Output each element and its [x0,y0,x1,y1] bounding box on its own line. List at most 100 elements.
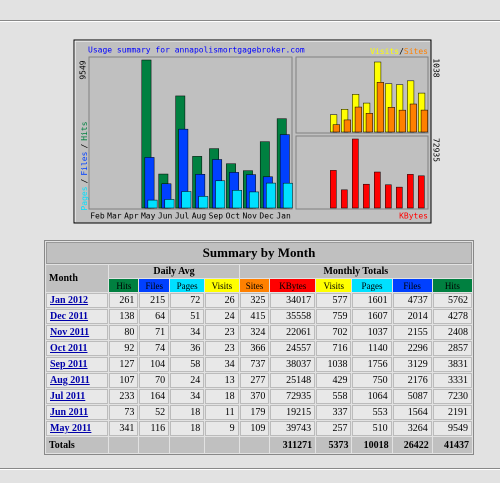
cell: 429 [316,373,352,388]
table-row: Dec 2011 138 64 51 24 415 35558 759 1607 2014 4278 [46,309,472,324]
month-link[interactable]: Jun 2011 [50,407,89,418]
cell: 737 [239,357,270,372]
header: Month [46,265,109,292]
cell: 716 [316,341,352,356]
cell: 325 [239,293,270,308]
table-row: Sep 2011 127 104 58 34 737 38037 1038 1756 3129 38… [46,357,472,372]
cell: 5373 [316,437,352,453]
cell: 24 [170,373,205,388]
cell: 558 [316,389,352,404]
bar [332,124,340,133]
month-link[interactable]: Sep 2011 [50,359,88,370]
y-tick-label: 72935 [432,138,441,162]
cell: 10018 [352,437,392,453]
cell [139,437,170,453]
cell: 2408 [432,325,472,340]
legend-separator: / [80,144,89,149]
cell: 5762 [432,293,472,308]
cell: 34 [170,389,205,404]
month-cell: May 2011 [46,421,109,436]
bar [232,190,243,209]
cell: 109 [239,421,270,436]
month-cell: Jan 2012 [46,293,109,308]
column-header: Hits [109,279,139,292]
column-header: Files [139,279,170,292]
cell: 74 [139,341,170,356]
cell: 34 [170,325,205,340]
month-link[interactable]: May 2011 [50,423,92,434]
cell: 324 [239,325,270,340]
cell: 277 [239,373,270,388]
cell: 19215 [270,405,316,420]
cell: 164 [139,389,170,404]
cell: 2176 [392,373,432,388]
cell: 70 [139,373,170,388]
chart-title: Usage summary for annapolismortgagebroke… [88,46,305,55]
cell: 577 [316,293,352,308]
cell: 2155 [392,325,432,340]
cell: 311271 [270,437,316,453]
cell: 4278 [432,309,472,324]
cell [205,437,239,453]
bar [215,180,226,209]
cell: 3264 [392,421,432,436]
cell: 64 [139,309,170,324]
cell: 3331 [432,373,472,388]
month-link[interactable]: Oct 2011 [50,343,88,354]
cell: 138 [109,309,139,324]
month-link[interactable]: Nov 2011 [50,327,90,338]
bar [376,82,384,133]
x-tick-label: Jun [158,212,173,221]
month-cell: Sep 2011 [46,357,109,372]
column-header: Pages [352,279,392,292]
month-link[interactable]: Aug 2011 [50,375,90,386]
cell [170,437,205,453]
cell: 24 [205,309,239,324]
month-cell: Aug 2011 [46,373,109,388]
divider [0,20,500,22]
table-row: Oct 2011 92 74 36 23 366 24557 716 1140 2296 2857 [46,341,472,356]
cell: 9 [205,421,239,436]
bar [420,109,428,133]
cell: 759 [316,309,352,324]
cell: 35558 [270,309,316,324]
column-header: Visits [205,279,239,292]
cell: 1601 [352,293,392,308]
cell: 9549 [432,421,472,436]
bar [396,186,403,209]
x-tick-label: Jul [175,212,190,221]
cell: 24557 [270,341,316,356]
cell: 41437 [432,437,472,453]
table-row: Nov 2011 80 71 34 23 324 22061 702 1037 2155 2408 [46,325,472,340]
legend: Pages / Files / Hits [80,121,89,210]
cell: 3831 [432,357,472,372]
x-tick-label: May [141,212,156,221]
cell: 415 [239,309,270,324]
column-header: Pages [170,279,205,292]
month-link[interactable]: Dec 2011 [50,311,89,322]
month-link[interactable]: Jul 2011 [50,391,86,402]
column-header: Sites [239,279,270,292]
table-row: Aug 2011 107 70 24 13 277 25148 429 750 2176 3331 [46,373,472,388]
month-cell: Nov 2011 [46,325,109,340]
bar [409,103,417,133]
bar [147,199,158,209]
cell: 26 [205,293,239,308]
legend-entry: Sites [404,47,428,56]
cell: 22061 [270,325,316,340]
x-tick-label: Sep [209,212,224,221]
cell: 366 [239,341,270,356]
cell: 23 [205,325,239,340]
header: Daily Avg [109,265,239,278]
bevel [74,40,430,222]
cell: 2296 [392,341,432,356]
cell: 553 [352,405,392,420]
bar [330,170,337,209]
month-cell: Jun 2011 [46,405,109,420]
cell [109,437,139,453]
month-link[interactable]: Jan 2012 [50,295,89,306]
cell: 341 [109,421,139,436]
cell: 71 [139,325,170,340]
cell: 1140 [352,341,392,356]
cell: 1064 [352,389,392,404]
